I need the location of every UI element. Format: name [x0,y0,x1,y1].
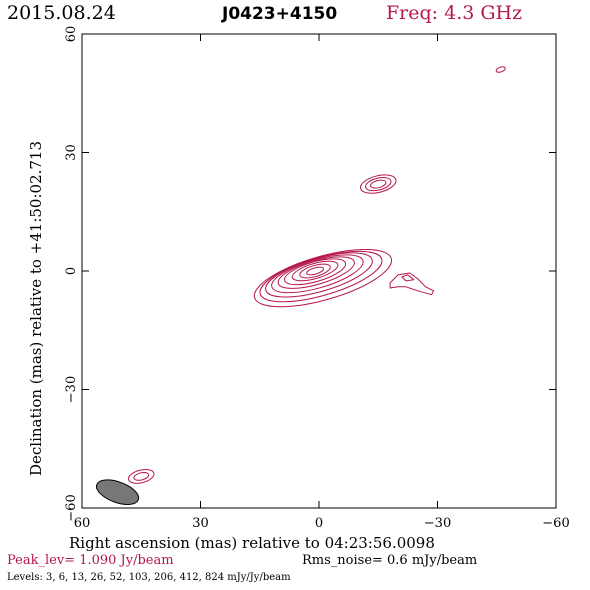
contour-counter-knot [128,469,155,484]
contour-jet-knot-north [365,177,392,192]
y-tick-label: 60 [64,26,79,43]
contour-core [277,256,355,289]
x-tick-label: −30 [424,516,451,531]
contour-far-knot [495,66,506,73]
epoch-date: 2015.08.24 [7,2,116,24]
x-tick-label: −60 [542,516,569,531]
y-tick-labels: 60 30 0 −30 −60 [64,26,79,522]
y-tick-label: −30 [64,376,79,403]
y-tick-label: −60 [64,494,79,521]
contour-core [291,260,339,282]
beam [95,479,140,505]
x-axis-label: Right ascension (mas) relative to 04:23:… [69,534,435,552]
contour-core [306,266,324,276]
contour-jet-knot-north [360,174,397,194]
frequency-label: Freq: 4.3 GHz [386,2,523,24]
contour-levels: Levels: 3, 6, 13, 26, 52, 103, 206, 412,… [7,572,291,583]
x-tick-labels: 60 30 0 −30 −60 [74,516,570,531]
beam-ellipse [95,479,140,505]
contour-core [299,263,331,279]
y-tick-label: 0 [64,267,79,275]
contour-core [271,254,364,294]
y-tick-label: 30 [64,144,79,161]
peak-level: Peak_lev= 1.090 Jy/beam [7,553,174,568]
y-axis-label: Declination (mas) relative to +41:50:02.… [27,141,45,476]
contour-jet-knot-north [370,179,387,189]
x-tick-label: 60 [74,516,91,531]
contour-core [265,252,373,298]
contour-jet-tail-inner [401,274,415,282]
x-tick-label: 0 [315,516,323,531]
x-tick-label: 30 [192,516,209,531]
contour-core [284,258,347,286]
contour-counter-knot [133,472,150,481]
axis-ticks [81,33,557,509]
plot-frame [81,33,557,509]
rms-noise: Rms_noise= 0.6 mJy/beam [302,553,478,568]
contours [128,66,506,484]
source-name: J0423+4150 [222,4,338,24]
contour-jet-tail-outer [389,272,435,296]
contour-core [253,248,393,308]
